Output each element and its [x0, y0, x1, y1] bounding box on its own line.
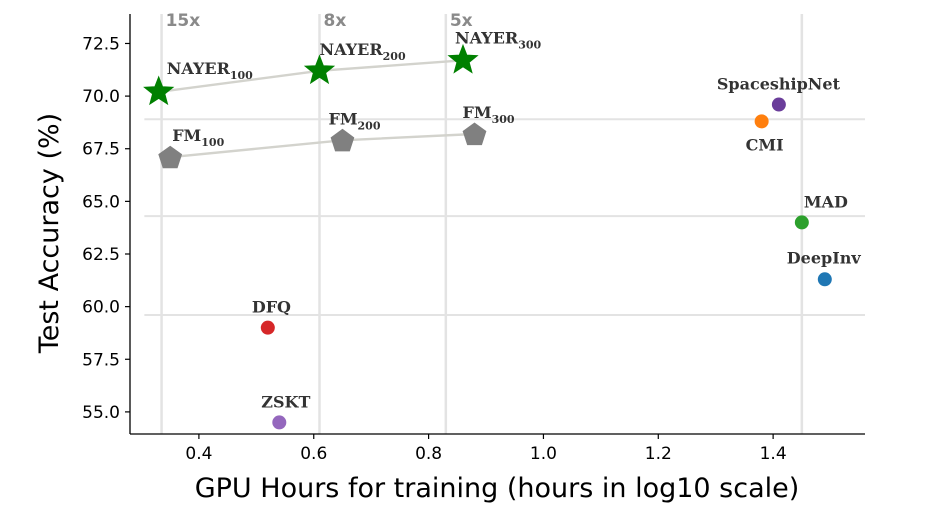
- y-tick-label: 55.0: [82, 403, 120, 423]
- nayer-star-marker-0: [143, 75, 175, 106]
- fm-label-subscript: 300: [492, 113, 515, 126]
- fm-pentagon-marker-2: [462, 122, 487, 146]
- x-tick-label: 0.8: [415, 444, 442, 464]
- mad-marker: [794, 215, 809, 230]
- mad-label: MAD: [804, 192, 848, 211]
- data-markers: [143, 43, 832, 430]
- nayer-label-subscript: 300: [518, 38, 541, 51]
- nayer-label-100: NAYER100: [167, 59, 253, 82]
- point-labels: NAYER100NAYER200NAYER300FM100FM200FM300S…: [167, 28, 862, 411]
- mad-label-text: MAD: [804, 192, 848, 211]
- reference-lines: 15x 8x 5x: [144, 11, 865, 434]
- zskt-label: ZSKT: [261, 392, 310, 411]
- nayer-star-marker-1: [303, 54, 336, 85]
- nayer-label-subscript: 100: [230, 69, 253, 82]
- spaceshipnet-marker: [771, 97, 786, 112]
- axes: 0.4 0.6 0.8 1.0 1.2 1.4 55.0 57.5 60.0 62.5 65.0 67…: [82, 14, 865, 464]
- nayer-label-subscript: 200: [383, 50, 406, 63]
- y-axis-label: Test Accuracy (%): [34, 113, 65, 354]
- nayer-label-text: NAYER: [319, 40, 383, 59]
- deepinv-label-text: DeepInv: [787, 248, 862, 267]
- x-tick-label: 1.2: [645, 444, 672, 464]
- y-tick-label: 70.0: [82, 87, 120, 107]
- speedup-label-2: 5x: [450, 11, 473, 31]
- cmi-marker: [754, 114, 769, 129]
- fm-pentagon-marker-0: [158, 145, 183, 169]
- zskt-marker: [272, 415, 287, 430]
- x-tick-label: 0.6: [300, 444, 327, 464]
- x-tick-label: 1.4: [760, 444, 787, 464]
- y-tick-label: 62.5: [82, 245, 120, 265]
- fm-label-300: FM300: [463, 103, 515, 126]
- nayer-label-200: NAYER200: [319, 40, 405, 63]
- deepinv-label: DeepInv: [787, 248, 862, 267]
- dfq-label: DFQ: [252, 298, 291, 317]
- x-axis-label: GPU Hours for training (hours in log10 s…: [195, 473, 800, 504]
- deepinv-marker: [817, 272, 832, 287]
- fm-label-text: FM: [463, 103, 492, 122]
- fm-pentagon-marker-1: [330, 128, 355, 152]
- fm-label-200: FM200: [328, 109, 380, 132]
- cmi-label-text: CMI: [746, 135, 784, 154]
- spaceshipnet-label-text: SpaceshipNet: [717, 75, 841, 94]
- y-tick-label: 65.0: [82, 192, 120, 212]
- speedup-label-0: 15x: [166, 11, 201, 31]
- spaceshipnet-label: SpaceshipNet: [717, 75, 841, 94]
- dfq-marker: [260, 320, 275, 335]
- x-tick-label: 0.4: [185, 444, 212, 464]
- dfq-label-text: DFQ: [252, 298, 291, 317]
- nayer-star-marker-2: [447, 43, 479, 74]
- fm-label-subscript: 200: [358, 119, 381, 132]
- fm-label-text: FM: [328, 109, 357, 128]
- fm-label-text: FM: [172, 126, 201, 145]
- speedup-label-1: 8x: [323, 11, 346, 31]
- y-tick-label: 60.0: [82, 298, 120, 318]
- nayer-label-text: NAYER: [455, 28, 519, 47]
- fm-label-100: FM100: [172, 126, 224, 149]
- y-tick-label: 57.5: [82, 350, 120, 370]
- y-tick-label: 72.5: [82, 34, 120, 54]
- zskt-label-text: ZSKT: [261, 392, 310, 411]
- y-tick-label: 67.5: [82, 140, 120, 160]
- fm-label-subscript: 100: [201, 136, 224, 149]
- x-tick-label: 1.0: [530, 444, 557, 464]
- cmi-label: CMI: [746, 135, 784, 154]
- nayer-label-text: NAYER: [167, 59, 231, 78]
- nayer-label-300: NAYER300: [455, 28, 541, 51]
